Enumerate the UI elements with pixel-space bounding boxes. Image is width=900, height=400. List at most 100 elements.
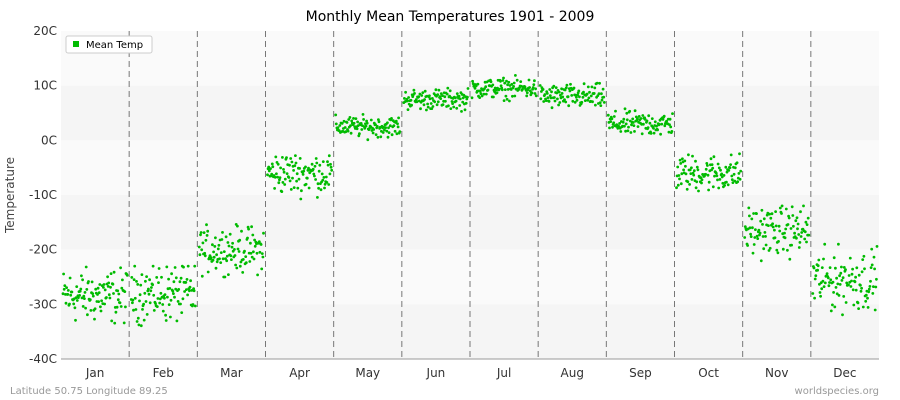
data-point — [823, 242, 827, 246]
data-point — [235, 266, 239, 270]
data-point — [848, 256, 852, 260]
data-point — [861, 305, 865, 309]
data-point — [647, 114, 651, 118]
data-point — [91, 292, 95, 295]
x-tick-label: Apr — [289, 366, 310, 380]
data-point — [75, 285, 79, 288]
data-point — [569, 82, 572, 86]
data-point — [818, 282, 821, 286]
data-point — [864, 293, 868, 297]
data-point — [559, 93, 562, 97]
data-point — [590, 85, 594, 89]
data-point — [630, 123, 633, 127]
data-point — [285, 172, 289, 176]
data-point — [816, 268, 819, 272]
data-point — [780, 204, 784, 208]
data-point — [285, 156, 288, 160]
data-point — [737, 172, 741, 175]
data-point — [148, 301, 152, 305]
data-point — [503, 81, 507, 85]
data-point — [172, 292, 175, 295]
data-point — [789, 227, 793, 230]
data-point — [586, 98, 590, 102]
data-point — [393, 129, 397, 133]
data-point — [852, 303, 856, 307]
data-point — [386, 135, 390, 139]
data-point — [623, 107, 627, 111]
data-point — [600, 92, 603, 96]
data-point — [755, 234, 759, 238]
data-point — [548, 94, 552, 97]
data-point — [437, 88, 441, 92]
data-point — [752, 212, 755, 215]
data-point — [636, 125, 640, 128]
data-point — [81, 305, 85, 308]
y-tick-label: 10C — [33, 79, 57, 93]
data-point — [787, 216, 791, 220]
data-point — [768, 212, 771, 216]
data-point — [762, 217, 766, 221]
data-point — [68, 302, 71, 306]
data-point — [352, 121, 356, 125]
data-point — [445, 92, 449, 96]
data-point — [570, 94, 574, 97]
data-point — [77, 296, 80, 299]
data-point — [315, 161, 319, 165]
data-point — [660, 122, 664, 126]
data-point — [258, 250, 262, 254]
data-point — [111, 282, 115, 286]
data-point — [288, 163, 291, 167]
data-point — [103, 288, 107, 292]
data-point — [470, 96, 474, 100]
data-point — [305, 176, 309, 180]
data-point — [213, 245, 217, 248]
data-point — [267, 169, 271, 173]
data-point — [563, 98, 566, 102]
data-point — [680, 172, 684, 176]
data-point — [867, 290, 871, 294]
data-point — [712, 155, 716, 159]
data-point — [659, 132, 662, 136]
data-point — [658, 123, 661, 126]
data-point — [821, 279, 825, 283]
data-point — [769, 216, 773, 220]
data-point — [725, 180, 728, 184]
data-point — [276, 175, 279, 179]
data-point — [387, 126, 390, 130]
data-point — [861, 258, 865, 261]
data-point — [717, 186, 721, 190]
data-point — [847, 274, 851, 277]
data-point — [448, 89, 452, 93]
data-point — [697, 189, 700, 193]
data-point — [255, 251, 259, 255]
data-point — [684, 164, 687, 168]
data-point — [454, 99, 458, 103]
x-tick-label: May — [355, 366, 380, 380]
data-point — [293, 164, 297, 168]
data-point — [612, 121, 616, 125]
data-point — [93, 317, 96, 321]
data-point — [690, 178, 694, 181]
data-point — [215, 260, 219, 264]
data-point — [188, 289, 191, 293]
data-point — [295, 172, 299, 176]
data-point — [441, 103, 445, 106]
data-point — [152, 309, 156, 312]
data-point — [662, 114, 666, 118]
data-point — [761, 223, 764, 226]
data-point — [513, 94, 517, 98]
data-point — [866, 306, 870, 309]
data-point — [131, 298, 135, 302]
data-point — [718, 178, 722, 181]
data-point — [609, 120, 613, 123]
data-point — [501, 79, 505, 82]
data-point — [110, 319, 114, 323]
data-point — [534, 87, 537, 91]
data-point — [863, 267, 866, 271]
data-point — [156, 297, 160, 300]
data-point — [112, 292, 115, 295]
data-point — [756, 237, 760, 241]
data-point — [598, 101, 602, 105]
data-point — [626, 129, 630, 133]
data-point — [375, 125, 379, 128]
